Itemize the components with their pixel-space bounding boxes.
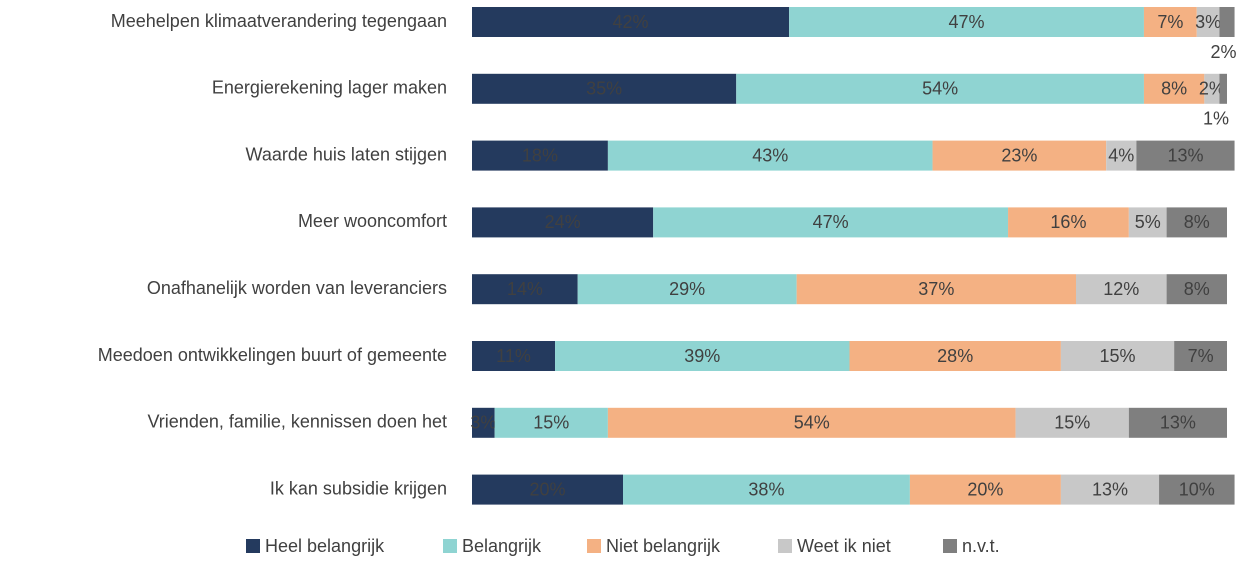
value-label: 38% <box>748 479 784 499</box>
value-label: 2% <box>1211 42 1237 62</box>
bar-segment <box>789 7 1144 37</box>
bar-segment <box>623 474 910 505</box>
value-label: 7% <box>1188 346 1214 366</box>
bar-segment <box>1219 73 1227 104</box>
value-label: 28% <box>937 346 973 366</box>
legend-swatch <box>778 539 792 553</box>
legend-swatch <box>443 539 457 553</box>
bar-segment <box>607 407 1016 438</box>
bar-segment <box>494 407 608 438</box>
bar-segment <box>736 73 1144 104</box>
value-label: 54% <box>794 413 830 433</box>
bar-segment <box>1159 474 1235 505</box>
category-label: Vrienden, familie, kennissen doen het <box>147 412 447 432</box>
legend-swatch <box>246 539 260 553</box>
bar-segment <box>1174 341 1227 371</box>
category-label: Meer wooncomfort <box>298 211 447 231</box>
category-label: Ik kan subsidie krijgen <box>270 478 447 498</box>
bar-segment <box>472 274 578 305</box>
value-label: 35% <box>586 79 622 99</box>
bar-segment <box>1204 73 1220 104</box>
value-label: 1% <box>1203 109 1229 129</box>
bar-segment <box>555 341 850 371</box>
value-label: 3% <box>1195 12 1221 32</box>
value-label: 47% <box>949 12 985 32</box>
value-label: 43% <box>752 145 788 165</box>
bar-segment <box>1143 73 1205 104</box>
value-label: 4% <box>1108 145 1134 165</box>
legend-label: Weet ik niet <box>797 536 891 556</box>
value-label: 24% <box>545 212 581 232</box>
bar-segment <box>472 207 654 238</box>
bar-segment <box>472 140 608 171</box>
bar-segment <box>1060 341 1175 371</box>
bar-segment <box>1128 207 1167 238</box>
bar-segment <box>796 274 1076 305</box>
bar-segment <box>1166 207 1227 238</box>
category-label: Energierekening lager maken <box>212 78 447 98</box>
value-label: 16% <box>1050 212 1086 232</box>
bar-segment <box>909 474 1061 505</box>
bar-segment <box>1015 407 1129 438</box>
bar-segment <box>1060 474 1160 505</box>
bar-segment <box>1076 274 1167 305</box>
value-label: 47% <box>813 212 849 232</box>
bar-segment <box>849 341 1061 371</box>
value-label: 15% <box>533 413 569 433</box>
category-label: Waarde huis laten stijgen <box>246 144 447 164</box>
value-label: 5% <box>1135 212 1161 232</box>
value-label: 8% <box>1161 79 1187 99</box>
legend-swatch <box>587 539 601 553</box>
value-label: 42% <box>613 12 649 32</box>
value-label: 15% <box>1100 346 1136 366</box>
value-label: 54% <box>922 79 958 99</box>
category-label: Onafhanelijk worden van leveranciers <box>147 278 447 298</box>
bar-segment <box>653 207 1009 238</box>
legend-label: Heel belangrijk <box>265 536 385 556</box>
bar-segment <box>472 407 495 438</box>
bar-segment <box>1143 7 1197 37</box>
bar-segment <box>472 474 623 505</box>
value-label: 8% <box>1184 279 1210 299</box>
bar-segment <box>1008 207 1129 238</box>
bar-segment <box>1106 140 1137 171</box>
value-label: 29% <box>669 279 705 299</box>
value-label: 12% <box>1103 279 1139 299</box>
bar-segment <box>1219 7 1235 37</box>
value-label: 15% <box>1054 413 1090 433</box>
bar-segment <box>472 341 556 371</box>
legend-label: Niet belangrijk <box>606 536 721 556</box>
category-label: Meehelpen klimaatverandering tegengaan <box>111 11 447 31</box>
value-label: 7% <box>1157 12 1183 32</box>
bar-segment <box>1136 140 1235 171</box>
bar-segment <box>1196 7 1220 37</box>
value-label: 14% <box>507 279 543 299</box>
bar-segment <box>577 274 797 305</box>
value-label: 2% <box>1199 79 1225 99</box>
value-label: 11% <box>496 346 531 366</box>
legend-label: n.v.t. <box>962 536 1000 556</box>
value-label: 37% <box>918 279 954 299</box>
bar-segment <box>1166 274 1227 305</box>
value-label: 13% <box>1167 145 1203 165</box>
bar-segment <box>607 140 933 171</box>
value-label: 10% <box>1179 479 1215 499</box>
bar-segment <box>1128 407 1227 438</box>
value-label: 13% <box>1160 413 1196 433</box>
bar-segment <box>472 73 737 104</box>
category-label: Meedoen ontwikkelingen buurt of gemeente <box>98 345 447 365</box>
value-label: 3% <box>470 413 496 433</box>
value-label: 39% <box>684 346 720 366</box>
bar-segment <box>932 140 1107 171</box>
value-label: 23% <box>1001 145 1037 165</box>
value-label: 8% <box>1184 212 1210 232</box>
legend-label: Belangrijk <box>462 536 542 556</box>
value-label: 20% <box>967 479 1003 499</box>
value-label: 20% <box>529 479 565 499</box>
bar-segment <box>472 7 790 37</box>
value-label: 13% <box>1092 479 1128 499</box>
legend-swatch <box>943 539 957 553</box>
value-label: 18% <box>522 145 558 165</box>
